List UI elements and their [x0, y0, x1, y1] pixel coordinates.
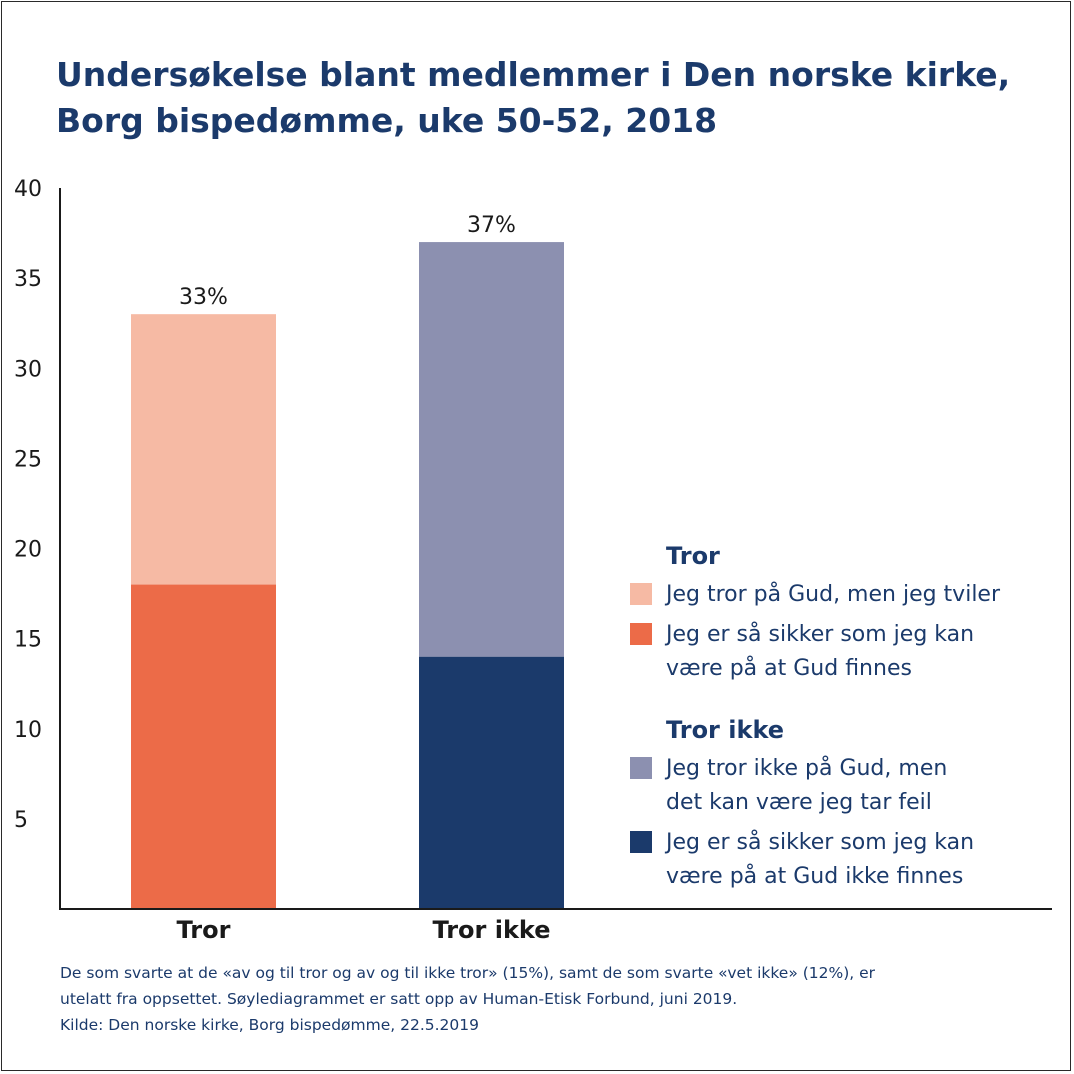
legend-group-1: Tror ikke Jeg tror ikke på Gud, men det ka…	[630, 714, 1060, 894]
legend-item-line-1: være på at Gud finnes	[666, 656, 912, 681]
legend-item-line-0: Jeg tror på Gud, men jeg tviler	[666, 582, 1001, 607]
y-tick-label-1: 10	[14, 718, 42, 743]
footnote-line-source: Kilde: Den norske kirke, Borg bispedømme…	[60, 1016, 480, 1034]
y-tick-label-4: 25	[14, 447, 42, 472]
legend-swatch	[630, 757, 652, 779]
legend-item-line-1: være på at Gud ikke finnes	[666, 864, 964, 889]
bar-1-segment-0	[419, 656, 564, 909]
chart-title-line-2: Borg bispedømme, uke 50-52, 2018	[56, 101, 718, 140]
legend-item-1-0: Jeg tror ikke på Gud, men det kan være je…	[630, 752, 1060, 820]
bar-1-total-label: 37%	[467, 213, 516, 238]
legend-item-text: Jeg tror ikke på Gud, men det kan være je…	[666, 752, 947, 820]
legend-item-line-1: det kan være jeg tar feil	[666, 790, 932, 815]
legend-group-0: Tror Jeg tror på Gud, men jeg tviler Jeg e…	[630, 540, 1060, 686]
legend-item-text: Jeg er så sikker som jeg kan være på at G…	[666, 618, 974, 686]
legend-item-1-1: Jeg er så sikker som jeg kan være på at G…	[630, 826, 1060, 894]
chart-title-line-1: Undersøkelse blant medlemmer i Den norsk…	[56, 55, 1011, 94]
legend: Tror Jeg tror på Gud, men jeg tviler Jeg e…	[630, 540, 1060, 922]
bar-0-total-label: 33%	[179, 285, 228, 310]
footnote-line-2: utelatt fra oppsettet. Søylediagrammet e…	[60, 990, 738, 1008]
legend-item-text: Jeg er så sikker som jeg kan være på at G…	[666, 826, 974, 894]
bar-1-segment-1	[419, 242, 564, 657]
bar-0-segment-0	[131, 584, 276, 909]
legend-item-line-0: Jeg tror ikke på Gud, men	[666, 756, 948, 781]
y-tick-label-3: 20	[14, 538, 42, 563]
x-tick-label-0: Tror	[177, 916, 231, 944]
footnote-line-1: De som svarte at de «av og til tror og a…	[60, 964, 876, 982]
legend-item-line-0: Jeg er så sikker som jeg kan	[666, 830, 975, 855]
legend-group-heading: Tror	[666, 542, 720, 570]
chart-title: Undersøkelse blant medlemmer i Den norsk…	[56, 52, 1046, 144]
bar-0-segment-1	[131, 314, 276, 585]
y-tick-label-2: 15	[14, 628, 42, 653]
y-tick-label-7: 40	[14, 177, 42, 202]
legend-item-line-0: Jeg er så sikker som jeg kan	[666, 622, 975, 647]
footnote: De som svarte at de «av og til tror og a…	[60, 960, 1050, 1038]
y-tick-label-6: 35	[14, 267, 42, 292]
y-tick-label-5: 30	[14, 357, 42, 382]
x-tick-label-1: Tror ikke	[432, 916, 550, 944]
legend-swatch	[630, 831, 652, 853]
legend-group-heading: Tror ikke	[666, 716, 785, 744]
legend-item-0-1: Jeg er så sikker som jeg kan være på at G…	[630, 618, 1060, 686]
legend-item-0-0: Jeg tror på Gud, men jeg tviler	[630, 578, 1060, 612]
legend-swatch	[630, 583, 652, 605]
legend-item-text: Jeg tror på Gud, men jeg tviler	[666, 578, 1000, 612]
y-tick-label-0: 5	[14, 808, 28, 833]
legend-swatch	[630, 623, 652, 645]
